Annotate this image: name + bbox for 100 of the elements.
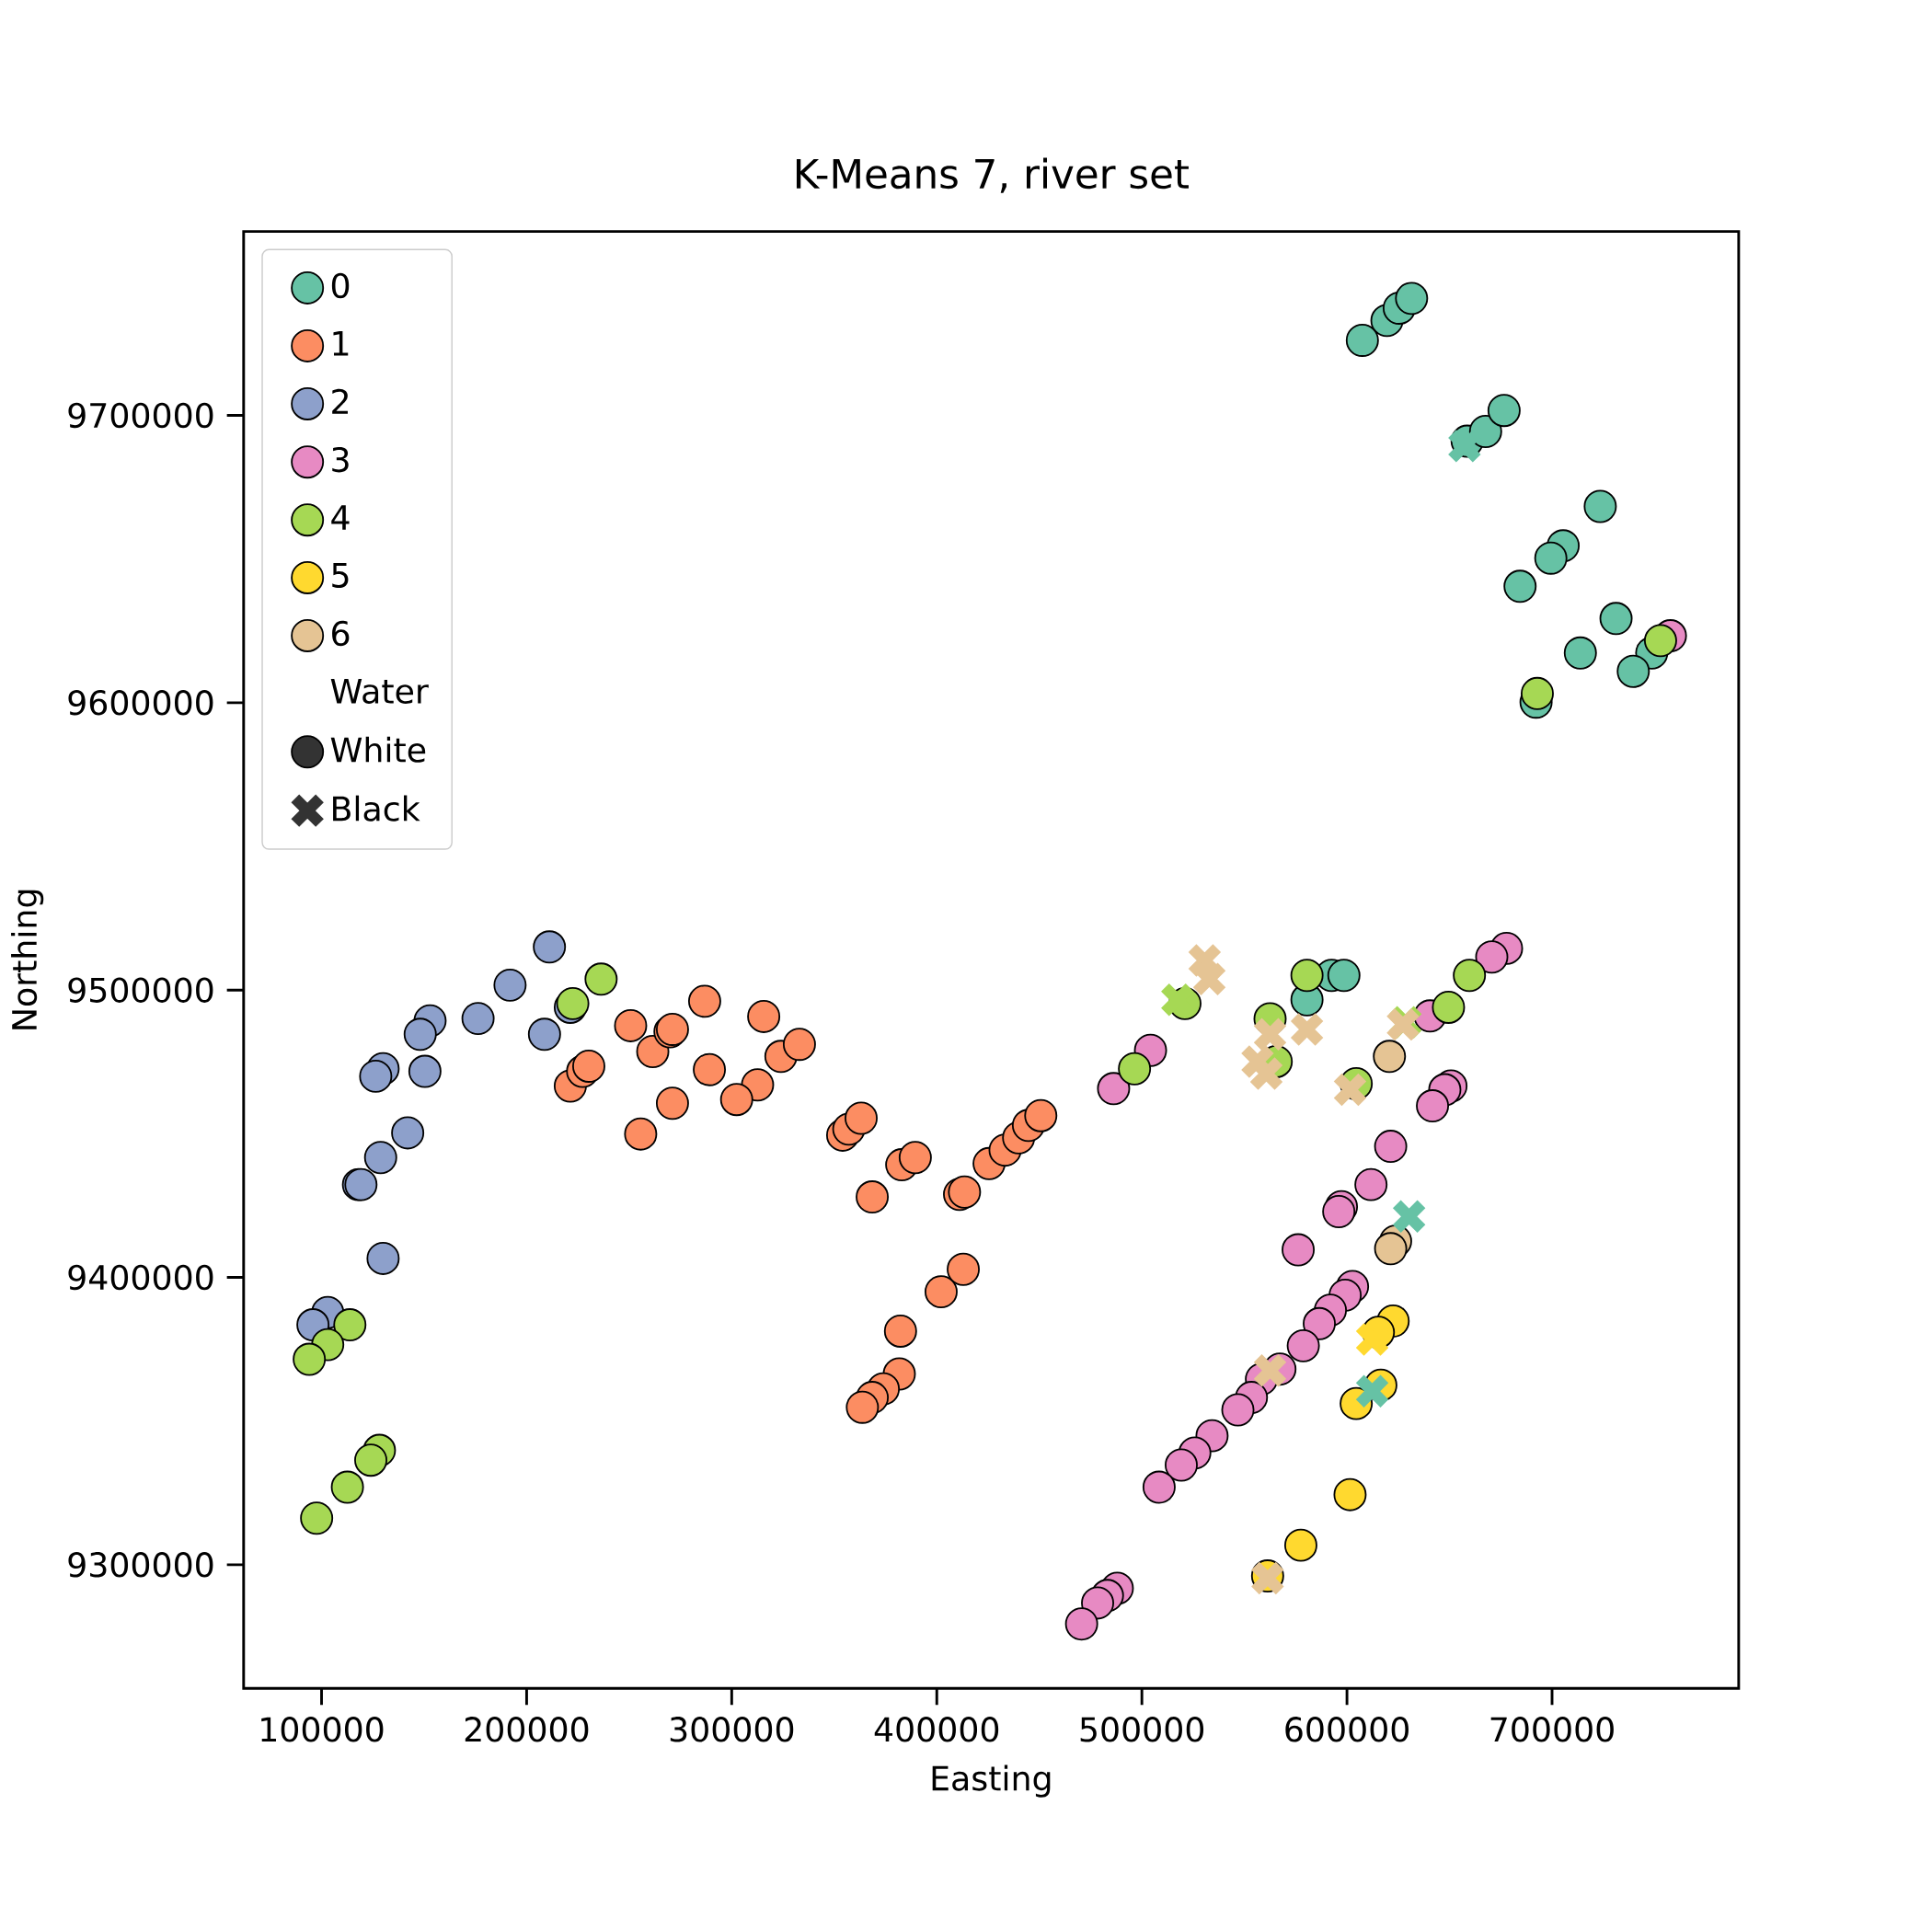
point [1354, 1321, 1391, 1358]
point [924, 1275, 958, 1309]
point [1373, 1040, 1407, 1074]
point [1416, 1089, 1450, 1123]
point [1248, 1055, 1285, 1092]
point [584, 962, 618, 996]
point [719, 1083, 753, 1117]
point [333, 1308, 367, 1342]
point [354, 1443, 387, 1477]
point [1303, 1306, 1336, 1340]
point [1395, 282, 1429, 316]
point [1345, 324, 1379, 357]
legend-label: 0 [331, 272, 350, 299]
y-tick-label: 9500000 [68, 977, 213, 1003]
point [1118, 1052, 1152, 1086]
point [1251, 1016, 1289, 1052]
y-tick-label: 9700000 [68, 402, 213, 429]
legend-label: Black [333, 795, 420, 822]
legend-label: 2 [332, 388, 348, 414]
point [1191, 960, 1228, 997]
x-tick-label: 200000 [465, 1717, 589, 1742]
point [1159, 982, 1196, 1018]
point [533, 930, 567, 964]
point [1186, 942, 1223, 979]
point [556, 986, 590, 1020]
point [1453, 959, 1487, 993]
point [1282, 1233, 1316, 1267]
point [1081, 1586, 1114, 1620]
point [1475, 940, 1509, 974]
y-axis-title: Northing [11, 890, 44, 1029]
point [330, 1470, 364, 1504]
point [747, 1000, 781, 1033]
legend-label: 4 [331, 505, 350, 530]
legend-label: 3 [332, 446, 349, 473]
point [293, 1342, 327, 1376]
point [898, 1141, 932, 1175]
point [1290, 959, 1324, 993]
point [614, 1009, 648, 1042]
point [572, 1050, 605, 1083]
point [1354, 1373, 1391, 1409]
chart-title: K-Means 7, river set [796, 157, 1189, 193]
x-tick-label: 600000 [1285, 1717, 1409, 1742]
point [655, 1086, 689, 1121]
point [403, 1017, 437, 1052]
y-tick-label: 9300000 [68, 1552, 213, 1578]
x-axis-title: Easting [932, 1764, 1051, 1798]
point [1432, 991, 1466, 1024]
point [1503, 569, 1537, 603]
point [687, 984, 721, 1018]
point [1286, 1328, 1320, 1362]
x-tick-label: 500000 [1080, 1717, 1204, 1742]
point [624, 1117, 658, 1151]
point [1534, 541, 1568, 575]
point [1616, 654, 1650, 688]
legend-label: 5 [332, 563, 349, 589]
point [845, 1101, 878, 1135]
point [391, 1116, 425, 1150]
point [300, 1501, 334, 1535]
point [1374, 1232, 1408, 1266]
legend-title: Water [330, 679, 429, 705]
point [1289, 1011, 1326, 1048]
point [856, 1180, 890, 1214]
point [1322, 1195, 1356, 1229]
point [1165, 1448, 1198, 1482]
point [1520, 676, 1554, 710]
point [1064, 1607, 1098, 1641]
point [845, 1390, 880, 1424]
point [1097, 1072, 1131, 1106]
point [359, 1059, 393, 1093]
point [527, 1017, 561, 1052]
legend-label: White [330, 736, 426, 763]
point [1583, 489, 1617, 523]
x-tick-label: 700000 [1490, 1717, 1614, 1742]
point [1283, 1528, 1317, 1562]
legend-label: 6 [332, 620, 350, 647]
point [693, 1052, 727, 1086]
point [1142, 1470, 1176, 1504]
point [1251, 1352, 1289, 1389]
point [1331, 1072, 1368, 1109]
point [1374, 1130, 1408, 1164]
point [948, 1175, 982, 1209]
point [947, 1252, 980, 1286]
point [1024, 1098, 1058, 1132]
x-tick-label: 400000 [874, 1717, 999, 1742]
point [1599, 602, 1633, 636]
point [1446, 428, 1483, 465]
legend-label: 1 [333, 331, 349, 356]
point [1563, 636, 1597, 670]
point [1333, 1477, 1367, 1511]
point [782, 1028, 816, 1062]
point [408, 1054, 442, 1088]
point [1327, 959, 1361, 993]
point [1643, 624, 1677, 658]
point [1221, 1393, 1255, 1427]
point [1487, 394, 1521, 428]
point [883, 1315, 917, 1348]
point [1391, 1198, 1428, 1235]
point [366, 1242, 400, 1275]
y-tick-label: 9600000 [68, 690, 213, 716]
x-tick-label: 300000 [670, 1717, 794, 1742]
